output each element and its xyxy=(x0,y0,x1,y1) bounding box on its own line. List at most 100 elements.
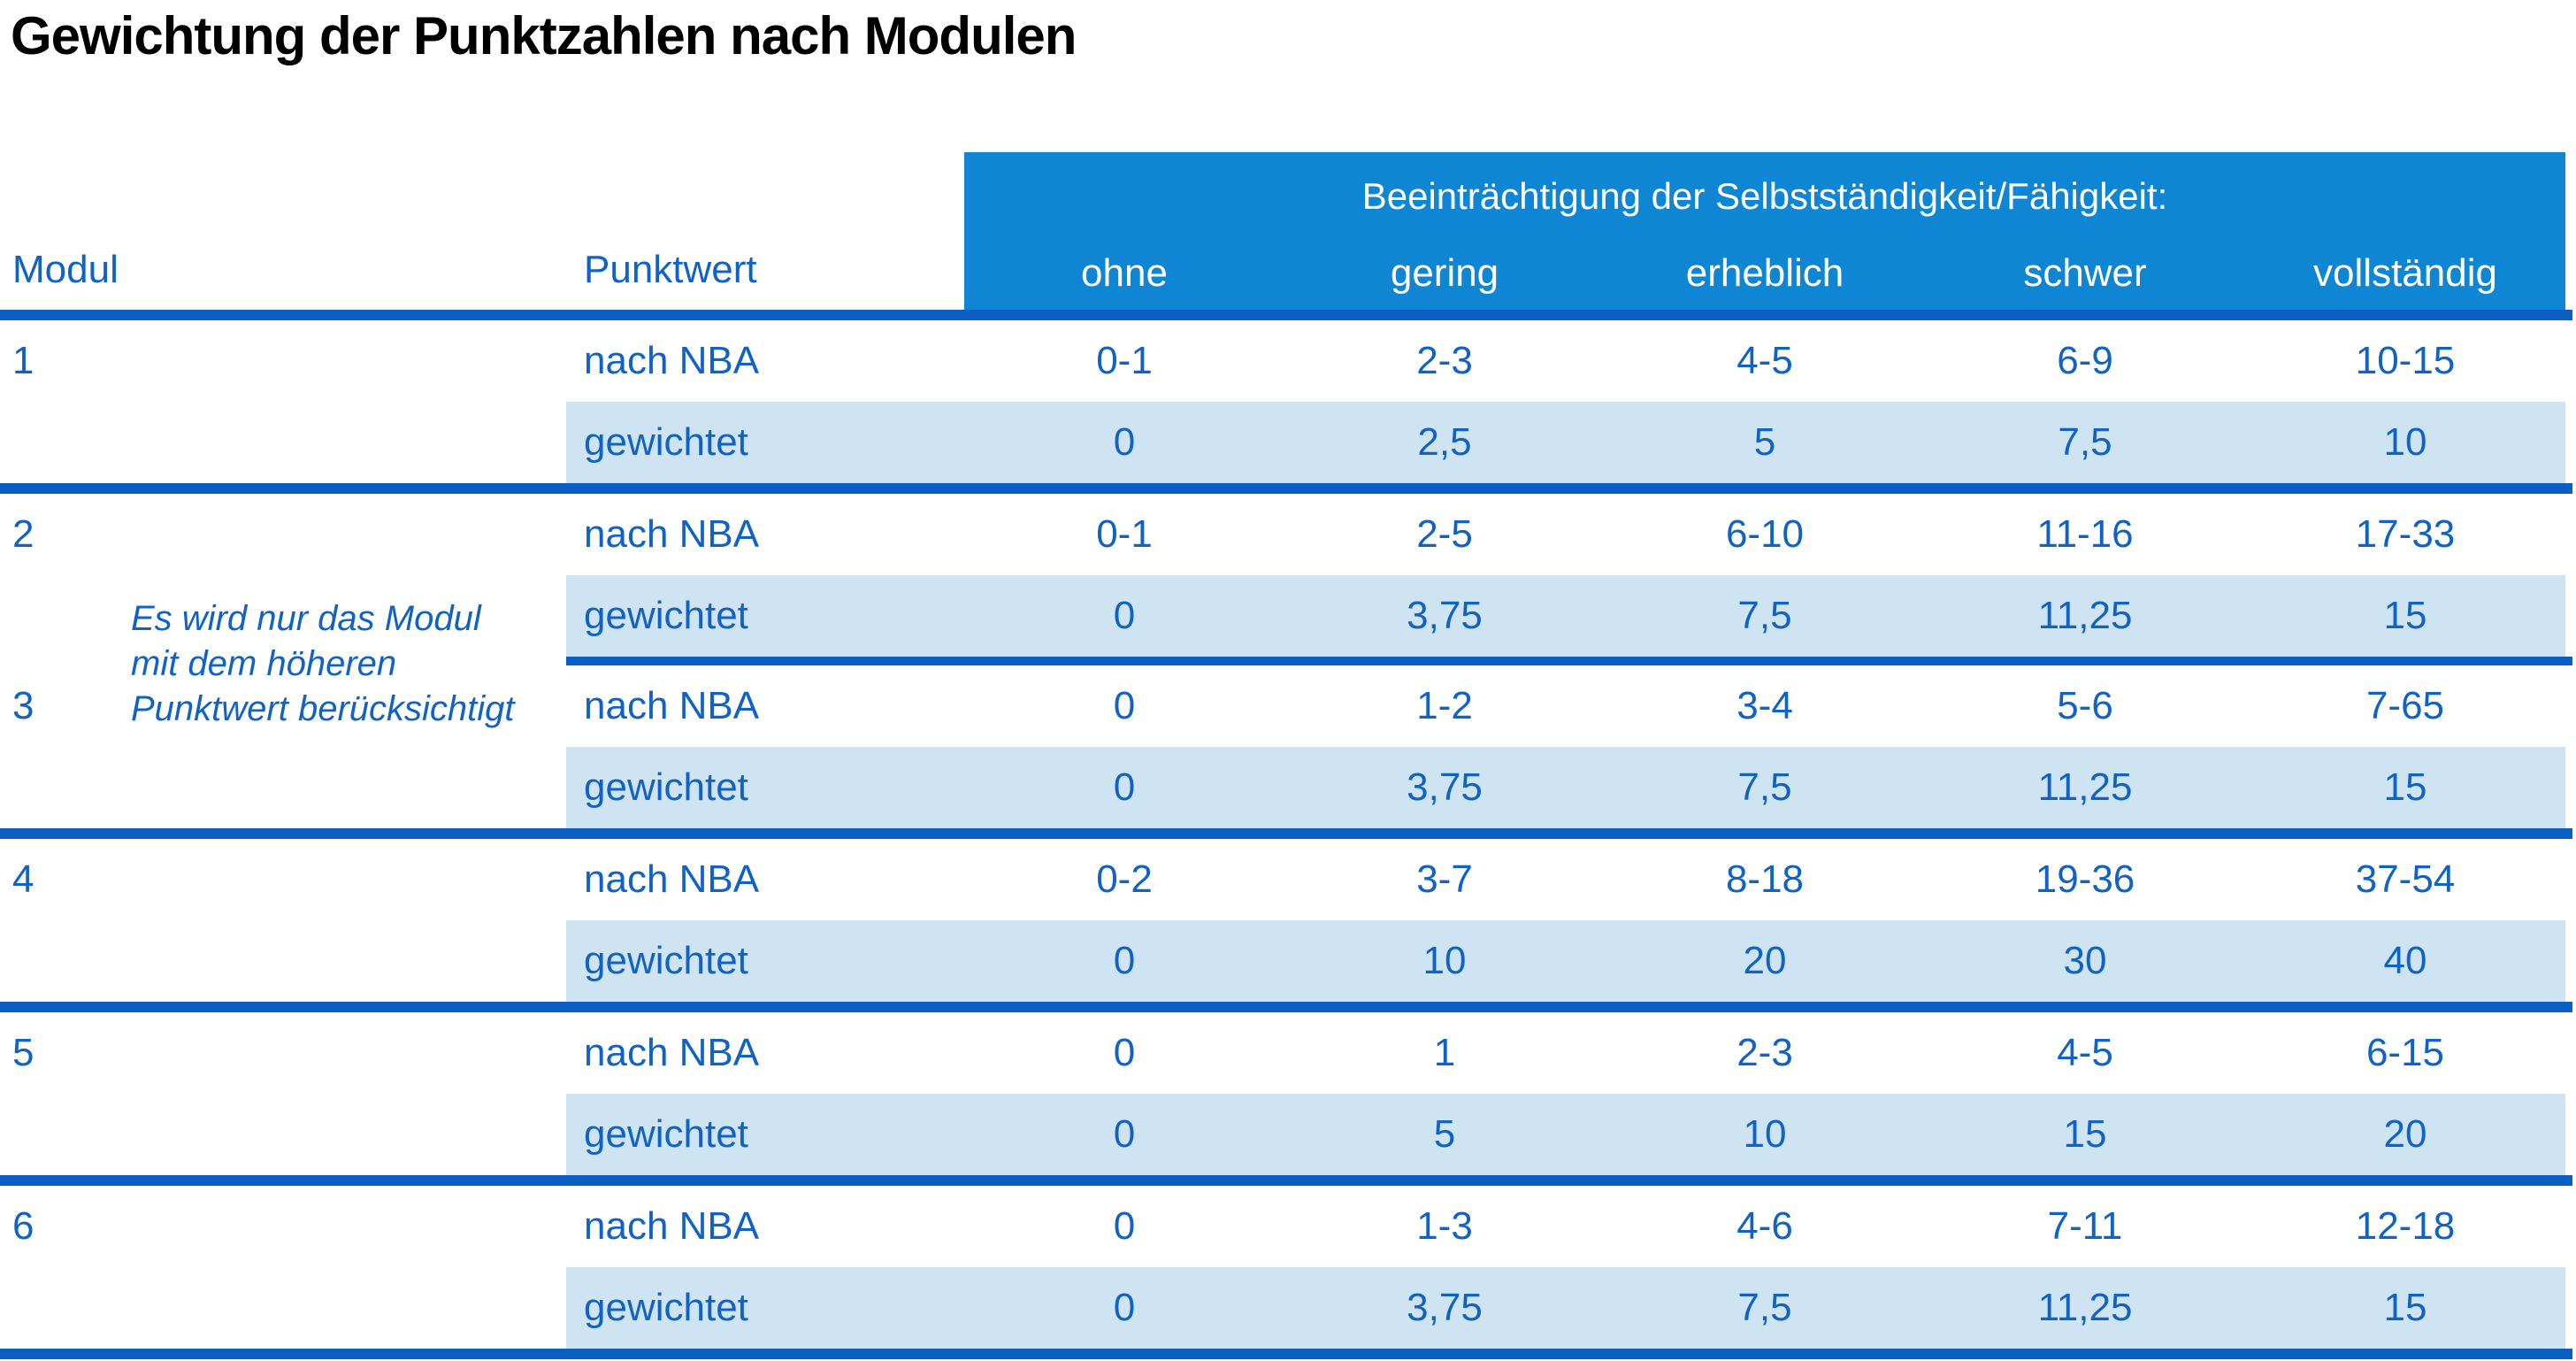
table-row: gewichtet 0 5 10 15 20 xyxy=(0,1094,2576,1175)
table-row: 5 nach NBA 0 1 2-3 4-5 6-15 xyxy=(0,1012,2576,1094)
value-cell: 4-5 xyxy=(2057,1031,2113,1074)
module-separator xyxy=(0,483,2572,494)
value-cell: 12-18 xyxy=(2355,1204,2456,1248)
table-row: 6 nach NBA 0 1-3 4-6 7-11 12-18 xyxy=(0,1186,2576,1267)
value-cell: 0 xyxy=(964,1094,1284,1175)
module-2-3-note: Es wird nur das Modul mit dem höheren Pu… xyxy=(131,596,609,732)
value-cell: 5 xyxy=(1605,402,1925,483)
value-cell: 20 xyxy=(1605,920,1925,1002)
module-block-1: 1 nach NBA 0-1 2-3 4-5 6-9 10-15 gewicht… xyxy=(0,320,2576,494)
row-label-weighted: gewichtet xyxy=(566,1267,964,1349)
value-cell: 4-6 xyxy=(1736,1204,1793,1248)
title-area: Gewichtung der Punktzahlen nach Modulen xyxy=(0,0,2576,152)
module-2-3-rows: nach NBA 0-1 2-5 6-10 11-16 17-33 gewich… xyxy=(566,494,2576,828)
value-cell: 7-65 xyxy=(2365,684,2445,727)
value-cell: 3,75 xyxy=(1284,575,1605,657)
table-header-row: Modul Punktwert Beeinträchtigung der Sel… xyxy=(0,152,2576,310)
module-separator xyxy=(0,1002,2572,1012)
module-number-empty xyxy=(0,920,566,1002)
value-cell: 0-2 xyxy=(1096,857,1153,901)
value-cell: 40 xyxy=(2245,920,2565,1002)
value-cell: 10 xyxy=(1284,920,1605,1002)
value-cell: 0 xyxy=(1113,1031,1136,1074)
module-number-empty xyxy=(0,1094,566,1175)
col-header-punktwert: Punktwert xyxy=(584,248,757,291)
value-cell: 8-18 xyxy=(1725,857,1805,901)
module-block-4: 4 nach NBA 0-2 3-7 8-18 19-36 37-54 gewi… xyxy=(0,839,2576,1012)
row-label-weighted: gewichtet xyxy=(566,575,964,657)
value-cell: 30 xyxy=(1925,920,2245,1002)
module-number: 4 xyxy=(12,857,34,901)
row-label-nba: nach NBA xyxy=(584,1204,760,1248)
value-cell: 2-3 xyxy=(1416,339,1473,382)
value-cell: 0-1 xyxy=(1096,512,1153,556)
value-cell: 7,5 xyxy=(1925,402,2245,483)
value-cell: 2,5 xyxy=(1284,402,1605,483)
value-cell: 6-15 xyxy=(2365,1031,2445,1074)
table-row: gewichtet 0 2,5 5 7,5 10 xyxy=(0,402,2576,483)
note-line: mit dem höheren xyxy=(131,644,397,683)
module-number-empty xyxy=(0,402,566,483)
value-cell: 0 xyxy=(964,575,1284,657)
note-line: Punktwert berücksichtigt xyxy=(131,689,515,728)
row-label-nba: nach NBA xyxy=(584,684,760,727)
table-row: 1 nach NBA 0-1 2-3 4-5 6-9 10-15 xyxy=(0,320,2576,402)
value-cell: 11,25 xyxy=(1925,747,2245,828)
row-label-nba: nach NBA xyxy=(584,512,760,556)
table-row: nach NBA 0 1-2 3-4 5-6 7-65 xyxy=(566,665,2576,747)
value-cell: 20 xyxy=(2245,1094,2565,1175)
module-number: 6 xyxy=(12,1204,34,1248)
module-block-6: 6 nach NBA 0 1-3 4-6 7-11 12-18 gewichte… xyxy=(0,1186,2576,1359)
value-cell: 15 xyxy=(2245,747,2565,828)
value-cell: 1-2 xyxy=(1416,684,1473,727)
level-header-erheblich: erheblich xyxy=(1685,251,1844,295)
value-cell: 11,25 xyxy=(1925,1267,2245,1349)
module-block-5: 5 nach NBA 0 1 2-3 4-5 6-15 gewichtet 0 … xyxy=(0,1012,2576,1186)
value-cell: 3,75 xyxy=(1284,747,1605,828)
value-cell: 7,5 xyxy=(1605,747,1925,828)
value-cell: 11-16 xyxy=(2036,512,2134,556)
table-row: gewichtet 0 3,75 7,5 11,25 15 xyxy=(0,1267,2576,1349)
level-headers: ohne gering erheblich schwer vollständig xyxy=(964,251,2565,296)
table-row: nach NBA 0-1 2-5 6-10 11-16 17-33 xyxy=(566,494,2576,575)
table-row: gewichtet 0 10 20 30 40 xyxy=(0,920,2576,1002)
table-row: gewichtet 0 3,75 7,5 11,25 15 xyxy=(566,575,2576,657)
page-title: Gewichtung der Punktzahlen nach Modulen xyxy=(11,6,1077,65)
value-cell: 10 xyxy=(2245,402,2565,483)
impairment-header-band: Beeinträchtigung der Selbstständigkeit/F… xyxy=(964,152,2565,310)
value-cell: 3-7 xyxy=(1416,857,1473,901)
value-cell: 15 xyxy=(2245,1267,2565,1349)
value-cell: 5 xyxy=(1284,1094,1605,1175)
note-line: Es wird nur das Modul xyxy=(131,599,481,638)
module-number: 2 xyxy=(12,512,34,556)
value-cell: 6-9 xyxy=(2057,339,2113,382)
value-cell: 17-33 xyxy=(2355,512,2456,556)
value-cell: 10-15 xyxy=(2355,339,2456,382)
table-bottom-rule xyxy=(0,1349,2572,1359)
group-header: Beeinträchtigung der Selbstständigkeit/F… xyxy=(1361,175,2168,217)
value-cell: 1 xyxy=(1433,1031,1456,1074)
level-header-schwer: schwer xyxy=(2023,251,2147,295)
value-cell: 11,25 xyxy=(1925,575,2245,657)
value-cell: 37-54 xyxy=(2355,857,2456,901)
value-cell: 7,5 xyxy=(1605,1267,1925,1349)
row-label-nba: nach NBA xyxy=(584,857,760,901)
level-header-vollstaendig: vollständig xyxy=(2313,251,2497,295)
col-header-modul: Modul xyxy=(12,248,119,291)
value-cell: 1-3 xyxy=(1416,1204,1473,1248)
module-number: 1 xyxy=(12,339,34,382)
value-cell: 0-1 xyxy=(1096,339,1153,382)
row-label-weighted: gewichtet xyxy=(566,920,964,1002)
table-row: 4 nach NBA 0-2 3-7 8-18 19-36 37-54 xyxy=(0,839,2576,920)
header-underline xyxy=(0,310,2572,320)
row-label-nba: nach NBA xyxy=(584,1031,760,1074)
row-label-weighted: gewichtet xyxy=(566,402,964,483)
value-cell: 3,75 xyxy=(1284,1267,1605,1349)
module-number-empty xyxy=(0,1267,566,1349)
value-cell: 3-4 xyxy=(1736,684,1793,727)
value-cell: 5-6 xyxy=(2057,684,2113,727)
value-cell: 2-5 xyxy=(1416,512,1473,556)
value-cell: 15 xyxy=(2245,575,2565,657)
value-cell: 0 xyxy=(1113,1204,1136,1248)
